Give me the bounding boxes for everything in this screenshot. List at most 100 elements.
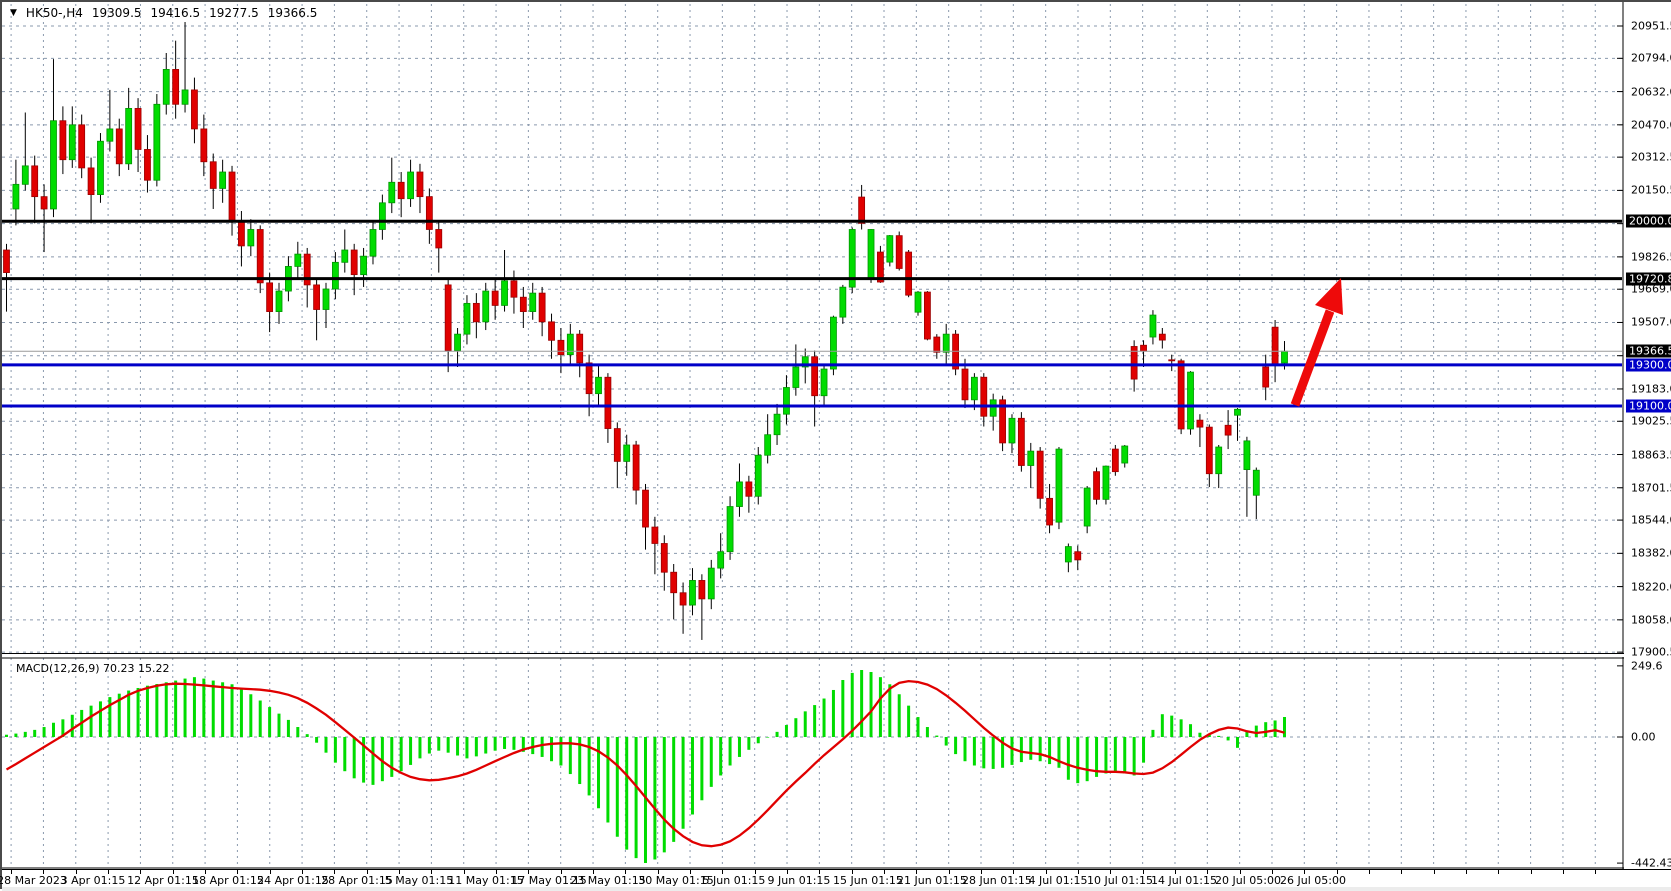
candle-body <box>679 592 687 606</box>
time-tick <box>1045 870 1047 874</box>
time-tick <box>463 870 465 874</box>
time-axis[interactable]: 28 Mar 2023 3 Apr 01:15 12 Apr 01:15 18 Apr… <box>0 869 1671 890</box>
candle <box>651 516 659 575</box>
candle-body <box>1046 497 1053 526</box>
time-tick <box>690 870 692 874</box>
candle <box>172 40 180 119</box>
price-axis[interactable]: 20951.5 20794.0 20632.0 20470.0 20312.5 20150… <box>1625 2 1671 886</box>
time-axis-label: 28 Jun 01:15 <box>962 874 1032 887</box>
time-axis-label: 4 Jul 01:15 <box>1028 874 1088 887</box>
candle-body <box>191 89 198 130</box>
chart-close-value: 19366.5 <box>267 6 318 20</box>
time-tick <box>657 870 659 874</box>
candle <box>397 172 405 218</box>
candle-body <box>3 249 10 273</box>
candle-body <box>1224 424 1232 436</box>
candle <box>482 282 490 331</box>
macd-indicator-canvas[interactable] <box>2 657 1624 869</box>
price-axis-label: 20632.0 <box>1631 85 1671 99</box>
price-axis-label: 18058.0 <box>1631 613 1671 627</box>
candle-body <box>566 333 574 356</box>
candle <box>745 475 753 513</box>
price-axis-label: 20951.5 <box>1631 19 1671 33</box>
candle <box>877 245 884 283</box>
time-tick <box>1530 870 1532 874</box>
candle <box>153 94 161 187</box>
candle <box>68 106 76 168</box>
time-tick <box>1110 870 1112 874</box>
candle <box>425 188 433 244</box>
candle <box>980 373 988 427</box>
time-tick <box>1465 870 1467 874</box>
candle <box>125 87 133 170</box>
trend-arrow[interactable] <box>1290 309 1335 407</box>
candle <box>12 159 20 226</box>
trend-arrow[interactable] <box>1315 278 1343 315</box>
time-tick <box>496 870 498 874</box>
candle <box>1111 444 1119 476</box>
candle-body <box>228 171 236 222</box>
candle-body <box>529 292 537 312</box>
candle <box>162 52 170 115</box>
candle-body <box>1281 350 1288 364</box>
candle <box>895 231 903 271</box>
candle <box>200 114 208 177</box>
candle <box>811 350 819 427</box>
candle <box>228 165 236 236</box>
time-tick <box>787 870 789 874</box>
candle <box>510 270 518 314</box>
candle <box>698 574 706 640</box>
time-axis-label: 26 Jul 05:00 <box>1280 874 1346 887</box>
chart-high-value: 19416.5 <box>150 6 201 20</box>
candle-body <box>444 284 452 351</box>
candle <box>1064 543 1072 573</box>
candle <box>970 373 978 411</box>
candle-body <box>660 543 668 573</box>
candle <box>519 286 527 328</box>
candle <box>604 373 612 443</box>
candle <box>78 114 86 179</box>
candle-body <box>472 302 480 323</box>
candle <box>914 291 922 316</box>
candle <box>1074 545 1082 571</box>
candle <box>115 118 123 177</box>
candle <box>1083 486 1091 534</box>
candle <box>613 422 621 489</box>
candle-body <box>989 399 997 417</box>
candle <box>313 278 321 341</box>
time-tick <box>1174 870 1176 874</box>
candle-body <box>924 291 931 340</box>
candle <box>726 496 734 560</box>
candle <box>350 243 358 296</box>
candle-body <box>350 249 358 276</box>
candle-body <box>801 356 809 368</box>
candle <box>435 221 443 273</box>
candle-body <box>31 165 39 198</box>
candle <box>1168 354 1176 372</box>
candle <box>144 135 151 193</box>
candle <box>839 284 847 324</box>
candle-body <box>942 333 950 353</box>
main-chart-canvas[interactable] <box>2 2 1624 655</box>
candle-body <box>670 571 678 594</box>
time-tick <box>819 870 821 874</box>
candle-body <box>980 376 988 417</box>
candle <box>952 330 959 376</box>
time-tick <box>237 870 239 874</box>
candle <box>773 403 781 445</box>
time-axis-label: 12 Apr 01:15 <box>127 874 199 887</box>
candle-body <box>623 444 631 462</box>
chart-dropdown-icon[interactable]: ▼ <box>10 8 17 18</box>
candle-body <box>1140 344 1147 352</box>
time-tick <box>1401 870 1403 874</box>
price-axis-label: 19826.5 <box>1631 250 1671 264</box>
candle-body <box>604 376 612 429</box>
candle-body <box>219 171 227 189</box>
candle-body <box>792 366 800 388</box>
candle-body <box>59 120 67 161</box>
candle <box>933 334 941 359</box>
candle <box>341 229 349 273</box>
candle-body <box>1074 551 1082 561</box>
candle <box>820 364 828 406</box>
time-axis-label: 9 Jun 01:15 <box>767 874 831 887</box>
